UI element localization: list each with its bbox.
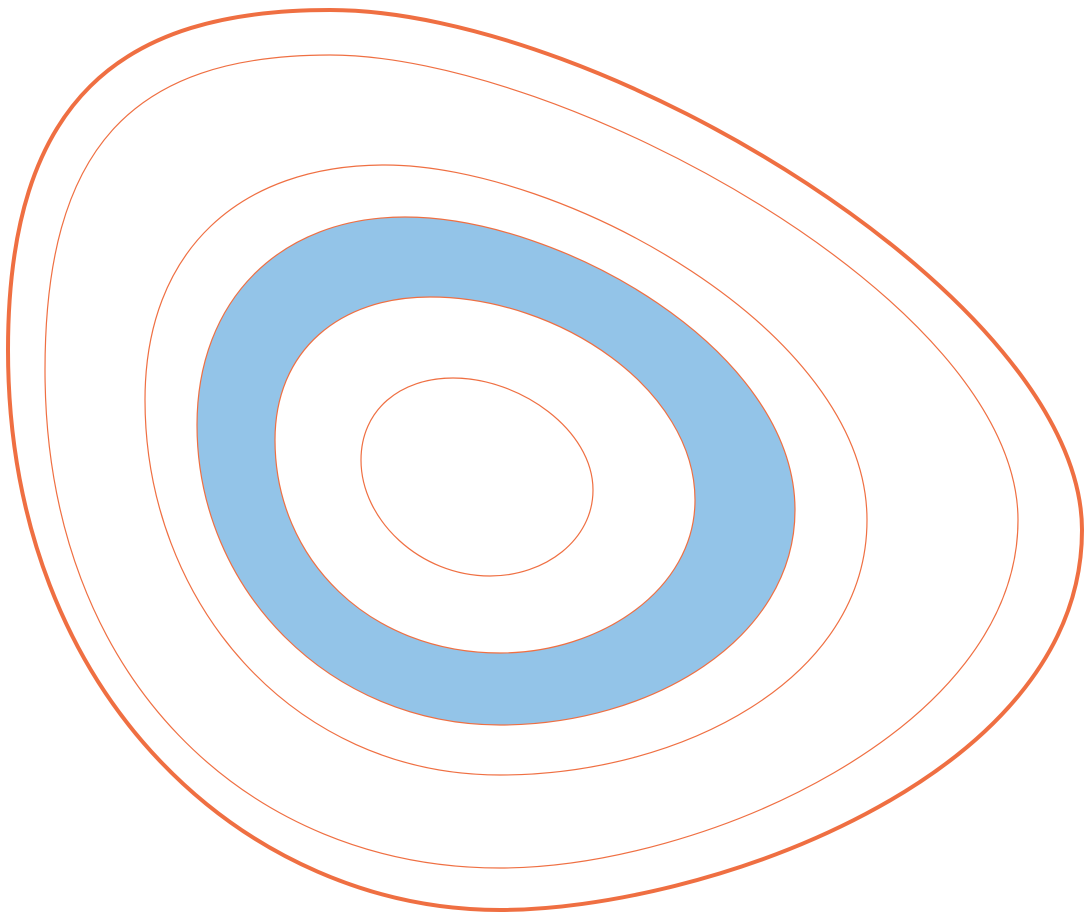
outer-contour bbox=[5, 7, 1085, 913]
inner-contour bbox=[360, 377, 594, 577]
highlighted-band bbox=[196, 216, 796, 726]
contour bbox=[44, 54, 1019, 869]
contour bbox=[144, 164, 868, 776]
